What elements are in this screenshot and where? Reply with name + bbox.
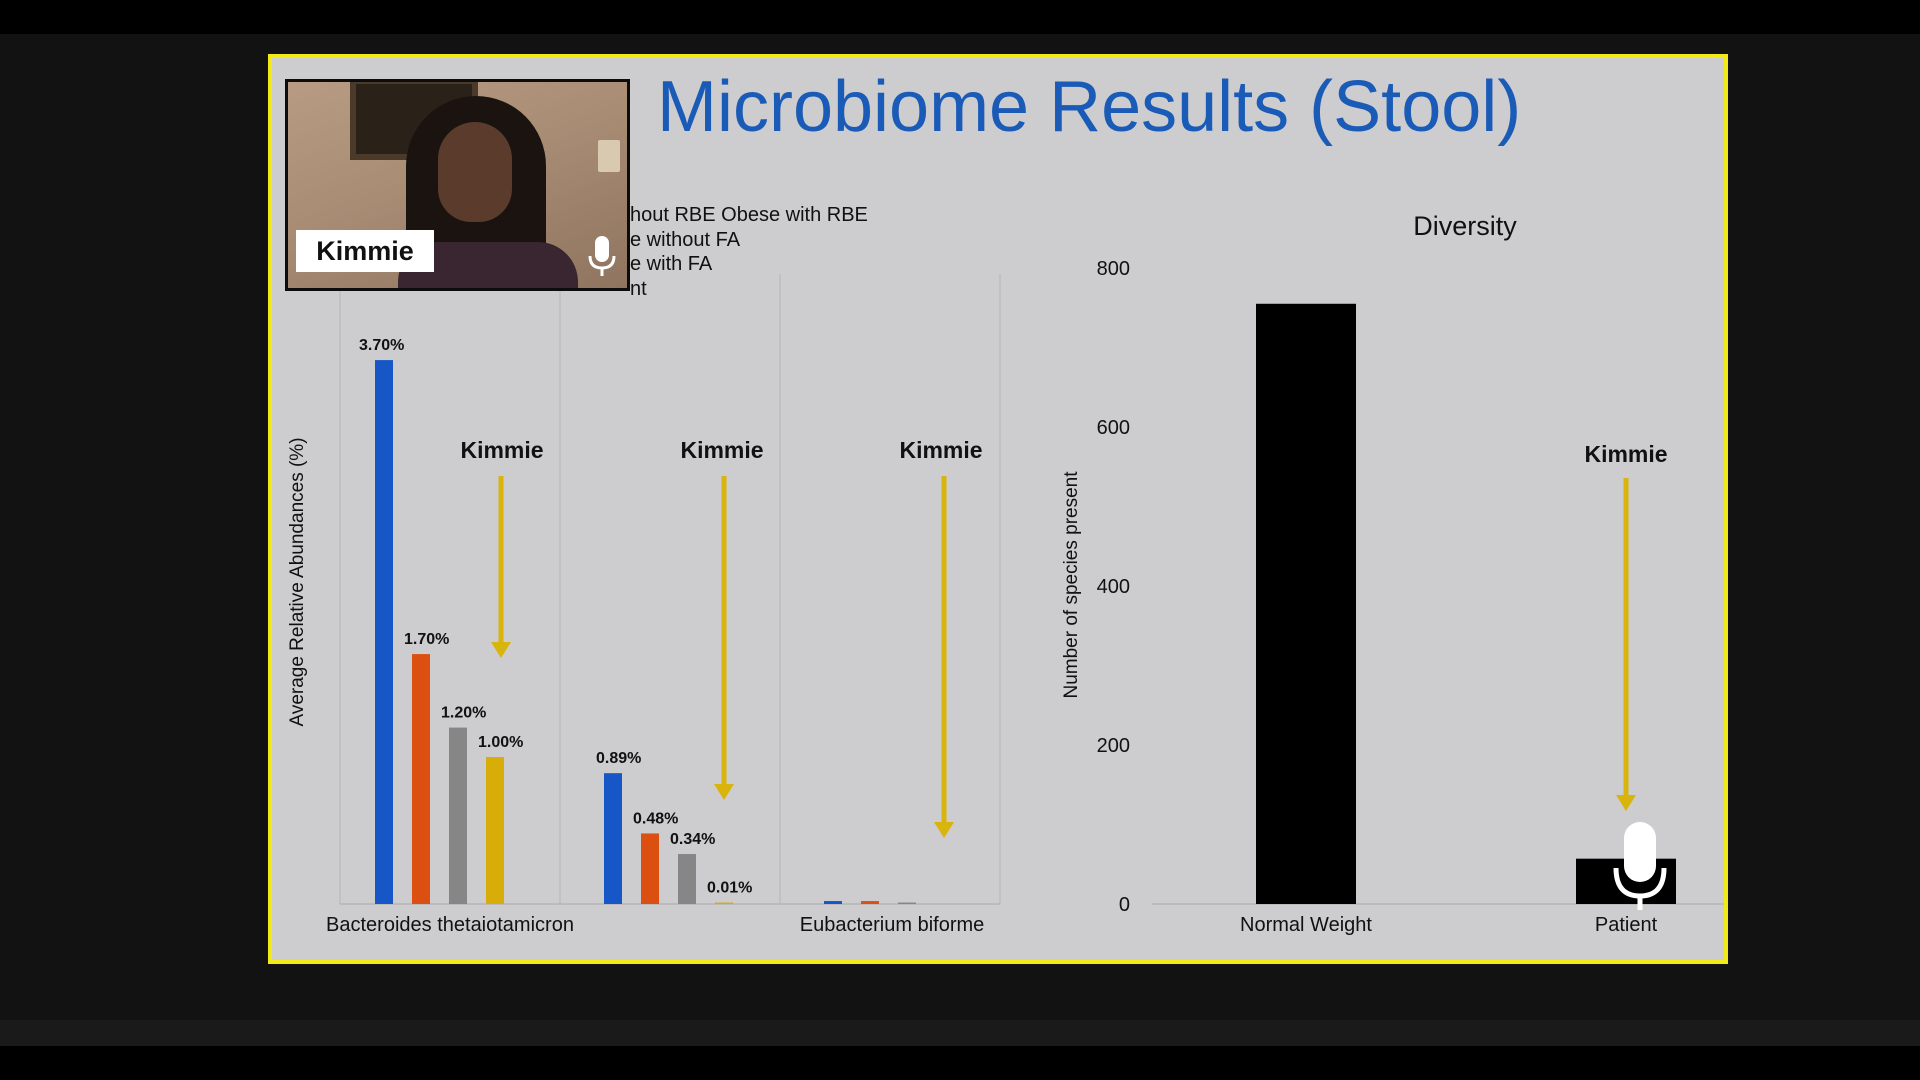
annotation-arrow [714, 476, 734, 800]
participant-name-tag: Kimmie [296, 230, 434, 272]
bar [678, 854, 696, 904]
bar [641, 833, 659, 904]
y-axis-label: Number of species present [1061, 471, 1082, 699]
chart-title: Diversity [1413, 211, 1517, 241]
annotation-arrow-head [934, 822, 954, 838]
legend-line-2: e without FA [630, 229, 741, 251]
annotation-arrow-head [1616, 795, 1636, 811]
participant-face [438, 122, 512, 222]
y-tick-label: 0 [1119, 894, 1130, 916]
legend-line-3: e with FA [630, 253, 713, 275]
bar [861, 901, 879, 904]
data-label: 0.89% [596, 750, 641, 767]
y-axis-label: Average Relative Abundances (%) [287, 437, 308, 726]
data-label: 0.34% [670, 831, 715, 848]
bar [449, 727, 467, 904]
data-label: 0.48% [633, 810, 678, 827]
annotation-label: Kimmie [899, 437, 982, 463]
bar [375, 360, 393, 905]
slide-title: Microbiome Results (Stool) [657, 67, 1522, 147]
diversity-chart: Diversity Number of species present 0 200 40… [1061, 211, 1724, 936]
abundance-chart: Average Relative Abundances (%) 3.70% 0.89… [287, 274, 1001, 936]
bottom-edge [0, 1046, 1920, 1080]
top-bar [0, 0, 1920, 34]
microphone-icon[interactable] [586, 234, 618, 278]
speaker-microphone-icon [1613, 822, 1667, 910]
annotation-arrow [491, 476, 511, 658]
participant-video-tile[interactable]: Kimmie [285, 79, 630, 291]
bar [824, 901, 842, 904]
bar [604, 773, 622, 904]
category-label: Bacteroides thetaiotamicron [326, 914, 574, 936]
y-tick-label: 200 [1097, 735, 1130, 757]
annotation-arrow [934, 476, 954, 838]
annotation-label: Kimmie [680, 437, 763, 463]
bar [486, 757, 504, 904]
annotation-label: Kimmie [1584, 441, 1667, 467]
bar [412, 654, 430, 904]
category-label: Eubacterium biforme [800, 914, 985, 936]
y-tick-label: 400 [1097, 576, 1130, 598]
data-label: 1.20% [441, 705, 486, 722]
data-label: 3.70% [359, 337, 404, 354]
annotation-arrow-head [714, 784, 734, 800]
data-label: 1.70% [404, 631, 449, 648]
category-label: Normal Weight [1240, 914, 1372, 936]
legend-line-1: hout RBE Obese with RBE [630, 204, 868, 226]
legend-line-4: nt [630, 278, 647, 300]
data-label: 1.00% [478, 734, 523, 751]
bottom-bar [0, 1020, 1920, 1046]
annotation-arrow-head [491, 642, 511, 658]
annotation-label: Kimmie [460, 437, 543, 463]
annotation-arrow [1616, 478, 1636, 811]
bar [898, 902, 916, 904]
y-tick-label: 800 [1097, 258, 1130, 280]
bar [1256, 303, 1356, 904]
y-tick-label: 600 [1097, 417, 1130, 439]
category-label: Patient [1595, 914, 1658, 936]
data-label: 0.01% [707, 880, 752, 897]
light-switch [598, 140, 620, 172]
bar [715, 902, 733, 904]
